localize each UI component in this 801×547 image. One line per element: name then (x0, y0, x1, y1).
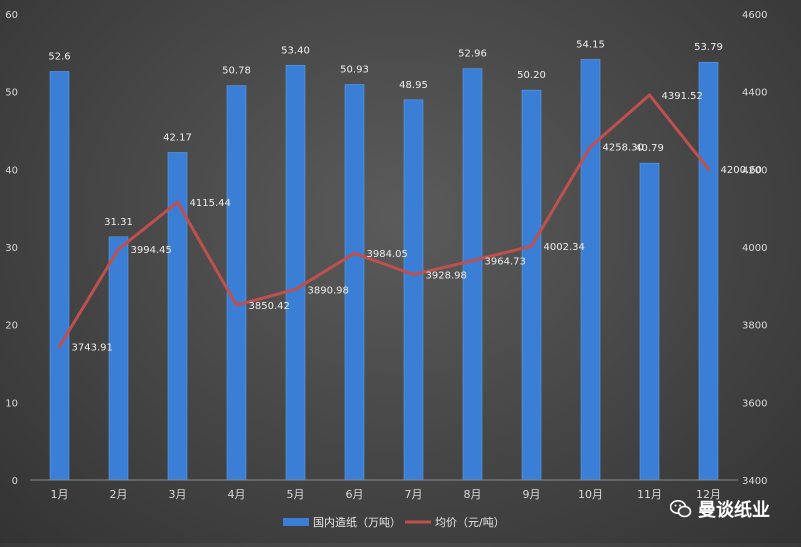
line-label: 3743.91 (72, 342, 113, 353)
line-label: 3890.98 (308, 285, 349, 296)
line-point (117, 247, 120, 251)
x-axis-tick: 10月 (578, 488, 603, 501)
left-axis: 0 10 20 30 40 50 60 (5, 10, 18, 487)
left-axis-tick: 20 (5, 321, 18, 332)
right-axis-tick: 3800 (742, 321, 767, 332)
bar-series (49, 59, 719, 481)
line-point (176, 200, 179, 204)
right-axis: 3400 3600 3800 4000 4200 4400 4600 (742, 10, 767, 487)
x-axis-tick: 1月 (51, 488, 69, 501)
x-axis-tick: 12月 (696, 488, 721, 501)
line-label: 4391.52 (662, 91, 703, 102)
watermark-text: 曼谈纸业 (698, 500, 770, 521)
x-axis-tick: 7月 (405, 488, 423, 501)
line-point (294, 287, 297, 291)
bar-label: 50.20 (517, 70, 546, 81)
left-axis-tick: 10 (5, 398, 18, 409)
bar (403, 99, 424, 481)
line-label: 3928.98 (426, 271, 467, 282)
line-label: 3964.73 (485, 257, 526, 268)
bar-label: 40.79 (635, 143, 664, 154)
legend: 国内造纸（万吨） 均价（元/吨） (283, 515, 505, 529)
bar-label: 50.78 (222, 66, 251, 77)
bar (226, 85, 247, 481)
bar-label: 53.40 (281, 45, 310, 56)
left-axis-tick: 50 (5, 88, 18, 99)
left-axis-tick: 0 (12, 476, 18, 487)
line-labels: 3743.91 3994.45 4115.44 3850.42 3890.98 3984.… (72, 91, 762, 353)
x-axis-tick: 2月 (110, 488, 128, 501)
right-axis-tick: 4400 (742, 88, 767, 99)
left-axis-tick: 30 (5, 243, 18, 254)
left-axis-tick: 40 (5, 165, 18, 176)
x-axis-tick: 5月 (287, 488, 305, 501)
bar-label: 31.31 (104, 217, 133, 228)
line-label: 3850.42 (249, 301, 290, 312)
watermark: 曼谈纸业 (670, 494, 770, 524)
legend-bar-swatch (283, 518, 309, 526)
wechat-icon (670, 500, 692, 518)
bar-label: 54.15 (576, 39, 605, 50)
line-label: 4002.34 (544, 242, 585, 253)
line-point (353, 251, 356, 255)
right-axis-tick: 4200 (742, 165, 767, 176)
x-axis-tick: 6月 (346, 488, 364, 501)
bar (698, 61, 719, 481)
bar-label: 50.93 (340, 64, 369, 75)
line-label: 4115.44 (190, 198, 231, 209)
line-label: 3994.45 (131, 245, 172, 256)
line-point (58, 344, 61, 348)
x-axis-tick: 8月 (464, 488, 482, 501)
x-axis-tick: 4月 (228, 488, 246, 501)
line-point (471, 259, 474, 263)
x-axis-tick: 11月 (637, 488, 662, 501)
bar-label: 48.95 (399, 80, 428, 91)
x-axis: 1月 2月 3月 4月 5月 6月 7月 8月 9月 10月 11月 12月 (30, 479, 738, 501)
line-label: 4258.30 (603, 143, 644, 154)
line-point (648, 93, 651, 97)
line-point (530, 244, 533, 248)
right-axis-tick: 3400 (742, 476, 767, 487)
right-axis-tick: 4600 (742, 10, 767, 21)
bar-label: 52.6 (48, 51, 70, 62)
x-axis-tick: 3月 (169, 488, 187, 501)
bar (285, 64, 306, 481)
x-axis-tick: 9月 (523, 488, 541, 501)
line-label: 3984.05 (367, 249, 408, 260)
right-axis-tick: 3600 (742, 398, 767, 409)
line-point (589, 145, 592, 149)
right-axis-tick: 4000 (742, 243, 767, 254)
line-series (58, 93, 710, 348)
line-label: 4200.60 (721, 165, 762, 176)
legend-bar-label: 国内造纸（万吨） (313, 515, 401, 529)
bar-label: 53.79 (694, 42, 723, 53)
line-point (707, 167, 710, 171)
bar (521, 89, 542, 481)
bar-labels: 52.6 31.31 42.17 50.78 53.40 50.93 48.95 52.96 5… (48, 39, 722, 227)
left-axis-tick: 60 (5, 10, 18, 21)
bar (344, 84, 365, 481)
bar (108, 236, 129, 481)
legend-line-label: 均价（元/吨） (435, 516, 505, 529)
line-point (412, 273, 415, 277)
line-path (58, 93, 710, 348)
bar (639, 162, 660, 481)
line-point (235, 303, 238, 307)
bar-label: 52.96 (458, 49, 487, 60)
bar (49, 71, 70, 481)
bar (580, 59, 601, 481)
bar-label: 42.17 (163, 132, 192, 143)
